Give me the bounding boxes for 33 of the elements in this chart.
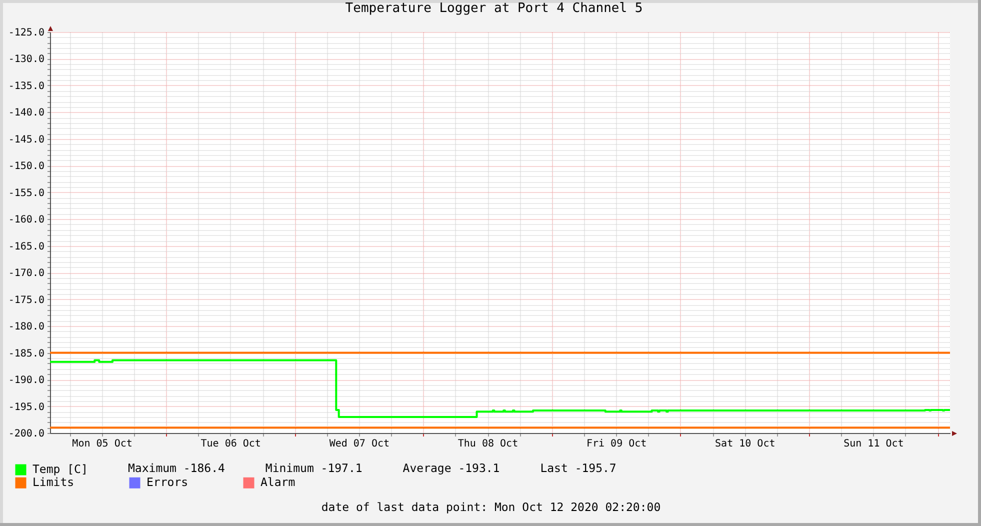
y-tick-label: -160.0 — [8, 214, 44, 226]
legend-label: Limits — [32, 474, 74, 489]
y-tick-label: -165.0 — [8, 241, 44, 252]
y-tick-label: -190.0 — [8, 375, 44, 386]
x-tick-label: Fri 09 Oct — [586, 438, 647, 450]
text: date of last data point: Mon Oct 12 2020 02:20:00 — [321, 500, 661, 514]
text: Last -195.7 — [540, 461, 616, 475]
legend-label: Alarm — [260, 474, 296, 489]
x-tick-label: Tue 06 Oct — [200, 438, 261, 450]
x-tick-label: Sun 11 Oct — [844, 438, 904, 450]
x-tick-label: Wed 07 Oct — [329, 438, 390, 450]
y-tick-label: -170.0 — [8, 268, 44, 280]
y-tick-label: -180.0 — [8, 322, 44, 333]
y-tick-label: -185.0 — [8, 348, 44, 360]
y-tick-label: -150.0 — [8, 161, 44, 172]
y-tick-label: -145.0 — [8, 134, 44, 146]
legend-label: Temp [C] — [32, 462, 88, 476]
y-tick-label: -130.0 — [8, 54, 44, 66]
x-tick-label: Thu 08 Oct — [458, 438, 518, 450]
y-tick-label: -140.0 — [8, 108, 44, 119]
text: Minimum -197.1 — [265, 461, 362, 475]
chart-title: Temperature Logger at Port 4 Channel 5 — [345, 1, 643, 16]
y-tick-label: -135.0 — [8, 80, 44, 92]
x-tick-label: Sat 10 Oct — [715, 438, 776, 450]
y-tick-label: -195.0 — [8, 402, 44, 413]
y-tick-label: -155.0 — [8, 188, 44, 199]
text: Average -193.1 — [402, 461, 500, 475]
y-tick-label: -175.0 — [8, 294, 44, 306]
y-tick-label: -200.0 — [8, 428, 44, 440]
text: Maximum -186.4 — [128, 461, 226, 475]
y-tick-label: -125.0 — [8, 28, 44, 38]
x-tick-label: Mon 05 Oct — [72, 438, 132, 450]
legend-label: Errors — [146, 474, 188, 489]
